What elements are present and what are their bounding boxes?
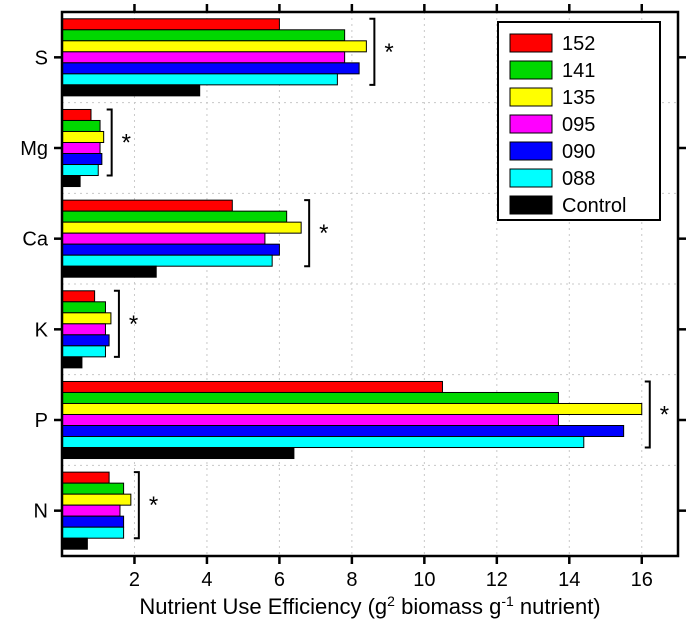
bar-S-095 — [62, 52, 345, 63]
bar-S-088 — [62, 74, 337, 85]
bar-Mg-Control — [62, 176, 80, 187]
bar-Ca-152 — [62, 200, 232, 211]
legend-label: 152 — [562, 33, 595, 55]
bar-N-088 — [62, 527, 124, 538]
bar-N-135 — [62, 494, 131, 505]
bar-Ca-090 — [62, 244, 279, 255]
bar-Mg-135 — [62, 131, 104, 142]
bar-S-141 — [62, 30, 345, 41]
bar-N-Control — [62, 538, 87, 549]
bar-S-090 — [62, 63, 359, 74]
bar-Mg-152 — [62, 109, 91, 120]
bar-Ca-095 — [62, 233, 265, 244]
bar-P-090 — [62, 426, 624, 437]
bar-Mg-090 — [62, 154, 102, 165]
significance-star: * — [319, 220, 328, 247]
y-category-label: Ca — [22, 229, 48, 251]
legend-swatch-Control — [510, 196, 552, 214]
bar-Mg-088 — [62, 165, 98, 176]
x-axis-label: Nutrient Use Efficiency (g2 biomass g-1 … — [139, 593, 600, 619]
bar-P-135 — [62, 403, 642, 414]
x-tick-label: 16 — [631, 569, 653, 591]
y-category-label: P — [35, 410, 48, 432]
y-category-label: N — [34, 501, 48, 523]
bar-S-152 — [62, 19, 279, 30]
y-category-label: S — [35, 47, 48, 69]
legend-label: Control — [562, 195, 626, 217]
bar-P-152 — [62, 381, 442, 392]
bar-K-095 — [62, 324, 105, 335]
bar-N-095 — [62, 505, 120, 516]
bar-P-095 — [62, 414, 558, 425]
bar-P-088 — [62, 437, 584, 448]
x-tick-label: 8 — [346, 569, 357, 591]
bar-Mg-095 — [62, 142, 100, 153]
bar-K-088 — [62, 346, 105, 357]
legend-label: 090 — [562, 141, 595, 163]
x-tick-label: 14 — [558, 569, 580, 591]
bar-K-141 — [62, 302, 105, 313]
legend-label: 095 — [562, 114, 595, 136]
chart-container: * * * * * * 2 4 6 8 10 12 14 16 S Mg Ca K P N Nutrient Use E… — [0, 0, 694, 623]
bar-Ca-141 — [62, 211, 287, 222]
bar-K-152 — [62, 291, 95, 302]
bar-Ca-Control — [62, 266, 156, 277]
x-tick-label: 2 — [129, 569, 140, 591]
bar-K-090 — [62, 335, 109, 346]
significance-star: * — [129, 311, 138, 338]
bar-K-135 — [62, 313, 111, 324]
bar-N-152 — [62, 472, 109, 483]
legend-label: 135 — [562, 87, 595, 109]
legend-label: 141 — [562, 60, 595, 82]
bar-Ca-135 — [62, 222, 301, 233]
bar-S-Control — [62, 85, 200, 96]
legend-swatch-135 — [510, 88, 552, 106]
bar-N-141 — [62, 483, 124, 494]
x-tick-label: 12 — [486, 569, 508, 591]
x-tick-label: 4 — [201, 569, 212, 591]
significance-star: * — [149, 492, 158, 519]
bar-P-141 — [62, 392, 558, 403]
bar-P-Control — [62, 448, 294, 459]
nutrient-efficiency-chart: * * * * * * 2 4 6 8 10 12 14 16 S Mg Ca K P N Nutrient Use E… — [0, 0, 694, 623]
legend-swatch-152 — [510, 34, 552, 52]
legend-label: 088 — [562, 168, 595, 190]
x-tick-label: 10 — [413, 569, 435, 591]
significance-star: * — [384, 39, 393, 66]
bar-Ca-088 — [62, 255, 272, 266]
x-tick-label: 6 — [274, 569, 285, 591]
significance-star: * — [122, 129, 131, 156]
bar-S-135 — [62, 41, 366, 52]
legend-swatch-095 — [510, 115, 552, 133]
y-category-label: K — [35, 319, 49, 341]
y-category-label: Mg — [20, 138, 48, 160]
bar-Mg-141 — [62, 120, 100, 131]
bar-K-Control — [62, 357, 82, 368]
legend-swatch-088 — [510, 169, 552, 187]
legend-swatch-090 — [510, 142, 552, 160]
legend-swatch-141 — [510, 61, 552, 79]
significance-star: * — [660, 401, 669, 428]
bar-N-090 — [62, 516, 124, 527]
legend: 152 141 135 095 090 088 Control — [498, 22, 660, 220]
